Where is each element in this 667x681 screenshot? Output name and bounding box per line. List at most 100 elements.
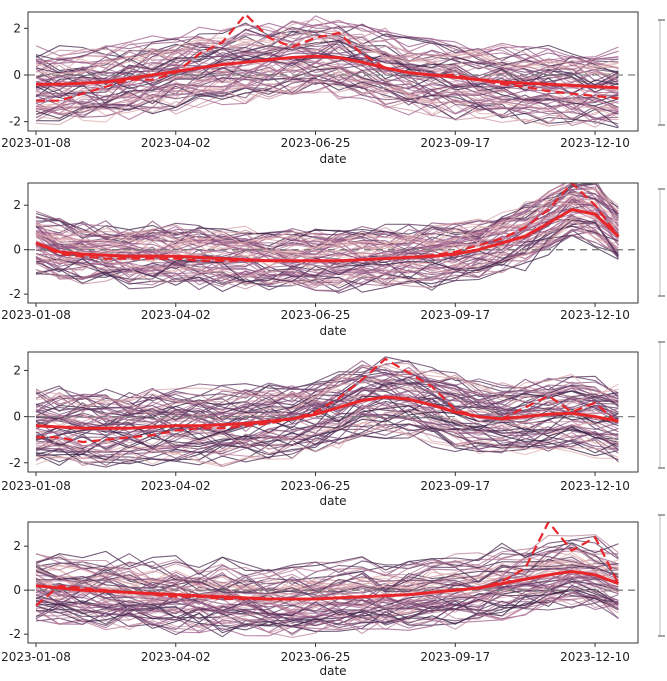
y-tick-label: -2 bbox=[9, 287, 21, 301]
panel-1: 2 0 -2 2023-01-08 2023-04-02 2023-06-25 2023-0… bbox=[1, 11, 665, 166]
member-line bbox=[35, 370, 619, 413]
member-line bbox=[35, 38, 619, 83]
x-tick-label: 2023-06-25 bbox=[281, 650, 351, 664]
member-line bbox=[35, 201, 619, 252]
x-tick-label: 2023-06-25 bbox=[281, 308, 351, 322]
member-line bbox=[35, 187, 619, 253]
x-tick-label: 2023-01-08 bbox=[1, 650, 71, 664]
dashed-line bbox=[36, 357, 620, 444]
member-line bbox=[35, 550, 619, 579]
member-line bbox=[35, 535, 619, 574]
member-line bbox=[35, 422, 619, 466]
member-line bbox=[35, 29, 619, 76]
x-tick-label: 2023-04-02 bbox=[141, 479, 211, 493]
member-line bbox=[35, 405, 619, 450]
member-line bbox=[35, 573, 619, 617]
y-tick-label: -2 bbox=[9, 627, 21, 641]
member-line bbox=[35, 588, 619, 634]
axes-frame bbox=[27, 521, 639, 644]
y-tick-label: -2 bbox=[9, 115, 21, 129]
x-axis-label: date bbox=[319, 664, 346, 678]
y-tick-label: 0 bbox=[13, 243, 21, 257]
member-line bbox=[35, 379, 619, 422]
x-tick-label: 2023-12-10 bbox=[560, 479, 630, 493]
member-line bbox=[35, 18, 619, 69]
member-line bbox=[35, 379, 619, 423]
x-axis-label: date bbox=[319, 324, 346, 338]
panel-2: 2 0 -2 2023-01-08 2023-04-02 2023-06-25 2023-0… bbox=[1, 182, 665, 338]
plot-area bbox=[28, 183, 638, 294]
member-line bbox=[35, 374, 619, 419]
y-tick-label: 0 bbox=[13, 410, 21, 424]
dashed-line bbox=[36, 13, 619, 102]
x-tick-label: 2023-12-10 bbox=[560, 136, 630, 150]
member-line bbox=[35, 40, 619, 87]
axes-frame bbox=[27, 351, 639, 473]
member-line bbox=[35, 39, 619, 86]
member-line bbox=[35, 592, 619, 639]
x-axis-label: date bbox=[319, 494, 346, 508]
x-tick-label: 2023-04-02 bbox=[141, 308, 211, 322]
member-line bbox=[35, 394, 619, 433]
x-tick-label: 2023-04-02 bbox=[141, 136, 211, 150]
x-tick-label: 2023-01-08 bbox=[1, 479, 71, 493]
x-tick-label: 2023-09-17 bbox=[420, 479, 490, 493]
mean-line bbox=[35, 208, 620, 263]
member-line bbox=[35, 542, 619, 576]
member-line bbox=[35, 60, 619, 112]
member-line bbox=[35, 573, 619, 619]
panel-4: 2 0 -2 2023-01-08 2023-04-02 2023-06-25 2023-0… bbox=[1, 514, 665, 678]
x-tick-label: 2023-06-25 bbox=[281, 479, 351, 493]
member-line bbox=[35, 234, 619, 293]
x-tick-label: 2023-01-08 bbox=[1, 136, 71, 150]
y-tick-label: 2 bbox=[13, 539, 21, 553]
member-line bbox=[35, 183, 619, 241]
member-line bbox=[35, 597, 619, 638]
member-line bbox=[35, 578, 619, 615]
axes-frame bbox=[27, 11, 639, 132]
member-line bbox=[35, 191, 619, 252]
member-line bbox=[35, 374, 619, 415]
member-line bbox=[35, 574, 619, 607]
member-line bbox=[35, 365, 619, 406]
mean-line bbox=[35, 395, 619, 430]
member-line bbox=[35, 584, 619, 632]
dashed-line bbox=[35, 522, 620, 607]
y-tick-label: 0 bbox=[13, 68, 21, 82]
member-line bbox=[35, 69, 619, 115]
x-tick-label: 2023-09-17 bbox=[420, 650, 490, 664]
member-line bbox=[35, 546, 619, 585]
member-line bbox=[35, 404, 619, 447]
y-tick-label: 2 bbox=[13, 363, 21, 377]
member-line bbox=[35, 426, 619, 466]
member-line bbox=[35, 600, 619, 632]
plot-area bbox=[28, 522, 638, 639]
member-line bbox=[35, 376, 619, 419]
x-axis-label: date bbox=[319, 152, 346, 166]
axes-frame bbox=[27, 182, 639, 304]
member-line bbox=[35, 220, 619, 287]
member-line bbox=[35, 79, 619, 121]
member-line bbox=[35, 24, 619, 69]
y-tick-label: 0 bbox=[13, 583, 21, 597]
member-line bbox=[35, 219, 619, 283]
x-tick-label: 2023-12-10 bbox=[560, 650, 630, 664]
x-tick-label: 2023-01-08 bbox=[1, 308, 71, 322]
member-line bbox=[35, 421, 619, 468]
mean-line bbox=[36, 54, 619, 90]
member-line bbox=[35, 360, 619, 406]
member-line bbox=[35, 31, 619, 75]
member-line bbox=[35, 217, 619, 274]
y-tick-label: 2 bbox=[13, 21, 21, 35]
member-line bbox=[35, 78, 619, 125]
plot-area bbox=[28, 356, 638, 468]
member-line bbox=[35, 198, 619, 265]
x-tick-label: 2023-09-17 bbox=[420, 308, 490, 322]
x-tick-label: 2023-04-02 bbox=[141, 650, 211, 664]
x-tick-label: 2023-09-17 bbox=[420, 136, 490, 150]
member-line bbox=[35, 183, 619, 247]
x-tick-label: 2023-06-25 bbox=[281, 136, 351, 150]
member-line bbox=[35, 65, 619, 113]
member-line bbox=[35, 21, 619, 67]
